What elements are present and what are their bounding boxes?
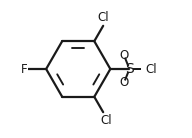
Text: S: S: [125, 62, 134, 76]
Text: O: O: [119, 49, 129, 62]
Text: Cl: Cl: [100, 114, 112, 127]
Text: F: F: [20, 63, 27, 75]
Text: Cl: Cl: [146, 63, 157, 75]
Text: O: O: [119, 76, 129, 89]
Text: Cl: Cl: [97, 11, 109, 24]
